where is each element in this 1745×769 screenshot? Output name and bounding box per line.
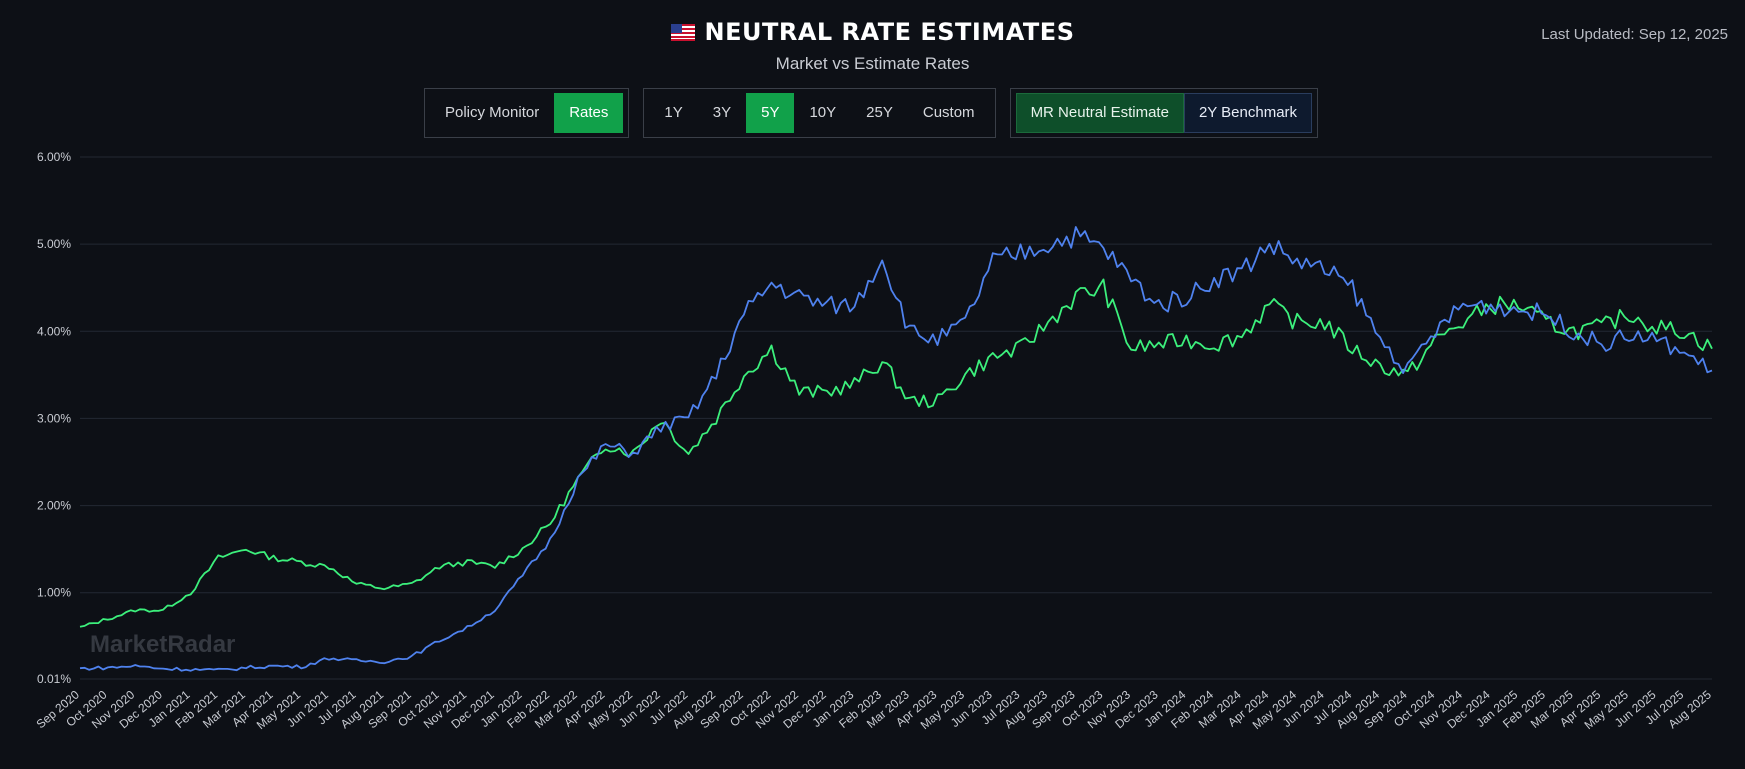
- chart-series: [79, 226, 1713, 672]
- y-tick-label: 3.00%: [37, 411, 71, 425]
- range-1y-button[interactable]: 1Y: [664, 104, 683, 121]
- series-line-2y-benchmark: [79, 226, 1713, 672]
- chart-grid: [80, 156, 1712, 680]
- tab-rates[interactable]: Rates: [554, 93, 624, 133]
- series-toggle: MR Neutral Estimate 2Y Benchmark: [1009, 88, 1319, 138]
- range-10y-button[interactable]: 10Y: [809, 104, 837, 121]
- page-subtitle: Market vs Estimate Rates: [775, 54, 970, 73]
- range-25y-button[interactable]: 25Y: [866, 104, 893, 121]
- range-custom-button[interactable]: Custom: [922, 104, 975, 121]
- chart-area: 0.01% 1.00% 2.00% 3.00% 4.00% 5.00% 6.00% Mark…: [0, 140, 1745, 764]
- range-5y-button[interactable]: 5Y: [746, 93, 795, 133]
- y-tick-label: 6.00%: [37, 150, 71, 164]
- series-line-mr-neutral: [79, 278, 1713, 628]
- page-title: NEUTRAL RATE ESTIMATES: [704, 18, 1075, 46]
- last-updated: Last Updated: Sep 12, 2025: [1541, 26, 1728, 43]
- range-3y-button[interactable]: 3Y: [712, 104, 732, 121]
- y-tick-label: 0.01%: [37, 672, 71, 686]
- series-mr-neutral-button[interactable]: MR Neutral Estimate: [1015, 93, 1184, 133]
- series-2y-benchmark-button[interactable]: 2Y Benchmark: [1183, 93, 1313, 133]
- y-tick-label: 1.00%: [37, 586, 71, 600]
- range-toggle: 1Y 3Y 5Y 10Y 25Y Custom: [643, 88, 996, 138]
- header-title-row: NEUTRAL RATE ESTIMATES: [0, 18, 1745, 46]
- rates-line-chart: 0.01% 1.00% 2.00% 3.00% 4.00% 5.00% 6.00% Mark…: [34, 150, 1715, 732]
- y-tick-label: 4.00%: [37, 324, 71, 338]
- us-flag-icon: [670, 23, 695, 41]
- watermark-text: MarketRadar: [90, 631, 235, 658]
- view-toggle: Policy Monitor Rates: [424, 88, 630, 138]
- y-axis-labels: 0.01% 1.00% 2.00% 3.00% 4.00% 5.00% 6.00%: [37, 150, 71, 686]
- tab-policy-monitor[interactable]: Policy Monitor: [445, 104, 540, 121]
- y-tick-label: 2.00%: [37, 499, 71, 513]
- controls-bar: Policy Monitor Rates 1Y 3Y 5Y 10Y 25Y Cu…: [424, 88, 1319, 138]
- y-tick-label: 5.00%: [37, 237, 71, 251]
